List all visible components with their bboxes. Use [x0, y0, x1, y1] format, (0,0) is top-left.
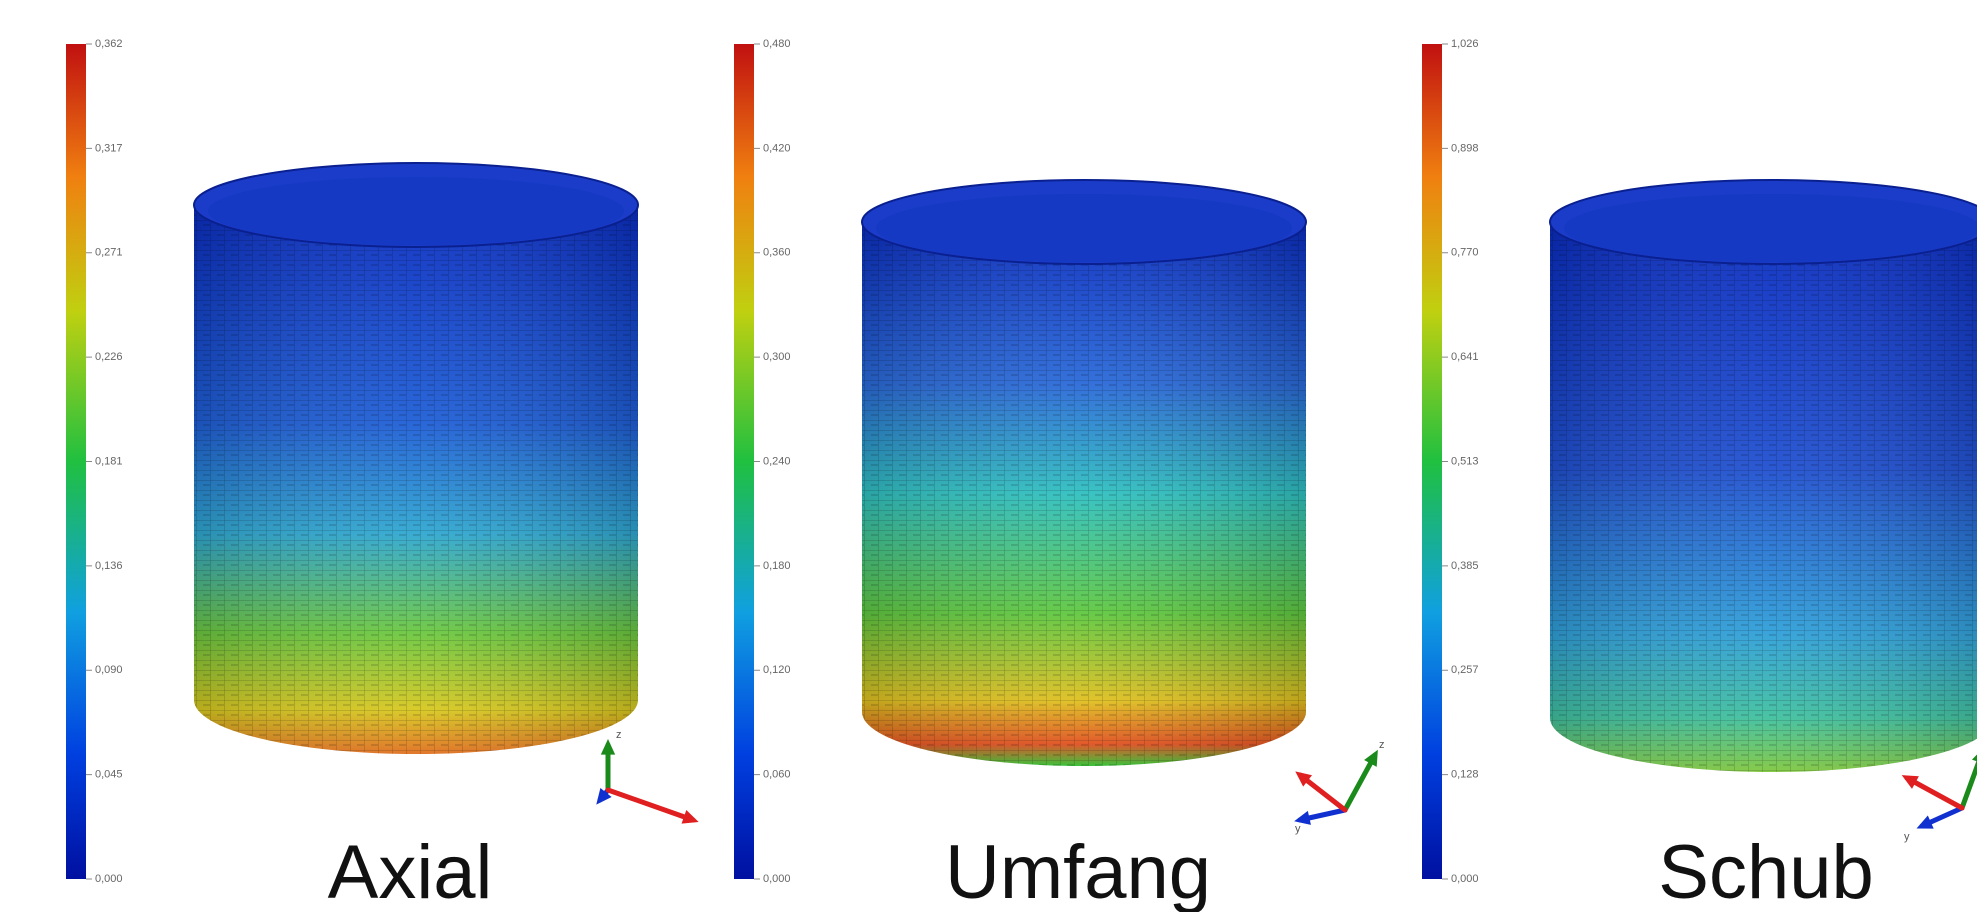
tick-label: 0,770	[1451, 247, 1479, 259]
tick-label: 0,360	[763, 247, 791, 259]
tick-label: 0,257	[1451, 664, 1479, 676]
tick-label: 0,385	[1451, 560, 1479, 572]
tick-label: 0,513	[1451, 455, 1479, 467]
tick-label: 0,317	[95, 142, 123, 154]
axis-label: y	[1295, 823, 1301, 835]
cylinder-inner	[208, 177, 624, 245]
panel-label: Schub	[1658, 830, 1874, 912]
tick-label: 0,000	[1451, 873, 1479, 885]
tick-label: 0,136	[95, 560, 123, 572]
cylinder-inner	[1564, 194, 1977, 262]
colorbar	[1422, 44, 1442, 879]
cylinder-mesh	[862, 222, 1306, 766]
colorbar	[66, 44, 86, 879]
tick-label: 0,271	[95, 247, 123, 259]
axis-label: y	[1904, 831, 1910, 843]
tick-label: 0,226	[95, 351, 123, 363]
cylinder-mesh	[1550, 222, 1977, 772]
colorbar	[734, 44, 754, 879]
panel-label: Umfang	[945, 830, 1211, 912]
tick-label: 0,300	[763, 351, 791, 363]
tick-label: 0,090	[95, 664, 123, 676]
tick-label: 0,180	[763, 560, 791, 572]
axis-label: z	[1379, 739, 1385, 751]
tick-label: 0,362	[95, 38, 123, 50]
tick-label: 0,240	[763, 455, 791, 467]
tick-label: 0,480	[763, 38, 791, 50]
tick-label: 0,045	[95, 769, 123, 781]
tick-label: 0,898	[1451, 142, 1479, 154]
panel-label: Axial	[328, 830, 493, 912]
tick-label: 0,120	[763, 664, 791, 676]
tick-label: 0,641	[1451, 351, 1479, 363]
figure: 0,362 0,317 0,271 0,226 0,181 0,136 0,090 0,045…	[0, 0, 1977, 912]
cylinder-mesh	[194, 205, 638, 754]
tick-label: 0,000	[95, 873, 123, 885]
tick-label: 1,026	[1451, 38, 1479, 50]
tick-label: 0,060	[763, 769, 791, 781]
tick-label: 0,181	[95, 455, 123, 467]
cylinder-inner	[876, 194, 1292, 262]
tick-label: 0,420	[763, 142, 791, 154]
tick-label: 0,128	[1451, 769, 1479, 781]
axis-label: z	[616, 729, 622, 741]
tick-label: 0,000	[763, 873, 791, 885]
